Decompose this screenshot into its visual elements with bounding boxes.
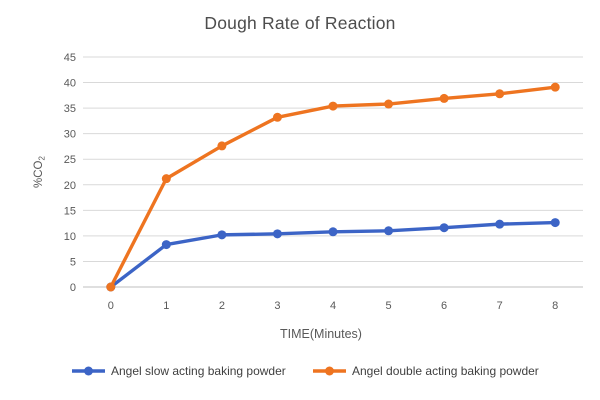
data-point-marker-0-3 xyxy=(272,229,282,239)
y-tick-label: 0 xyxy=(70,282,76,294)
data-point-marker-1-3 xyxy=(272,112,282,122)
data-point-marker-0-4 xyxy=(328,227,338,237)
x-tick-label: 4 xyxy=(330,300,336,312)
legend-item-double-acting: Angel double acting baking powder xyxy=(311,362,539,380)
data-point-marker-1-7 xyxy=(495,89,505,99)
y-tick-label: 40 xyxy=(64,78,76,90)
data-point-marker-0-8 xyxy=(550,218,560,228)
y-tick-label: 30 xyxy=(64,129,76,141)
x-tick-label: 1 xyxy=(163,300,169,312)
y-tick-label: 10 xyxy=(64,231,76,243)
y-tick-label: 45 xyxy=(64,52,76,64)
y-tick-label: 20 xyxy=(64,180,76,192)
data-point-marker-0-7 xyxy=(495,219,505,229)
y-tick-label: 35 xyxy=(64,103,76,115)
x-tick-label: 7 xyxy=(497,300,503,312)
legend-line-marker-icon xyxy=(72,366,105,376)
y-tick-label: 15 xyxy=(64,205,76,217)
data-point-marker-0-6 xyxy=(439,223,449,233)
y-axis-title: %CO2 xyxy=(33,155,47,187)
legend-line-marker-icon xyxy=(313,366,346,376)
legend-label-slow-acting: Angel slow acting baking powder xyxy=(111,364,286,378)
x-tick-label: 6 xyxy=(441,300,447,312)
x-tick-label: 8 xyxy=(552,300,558,312)
data-point-marker-0-1 xyxy=(161,240,171,250)
legend-label-double-acting: Angel double acting baking powder xyxy=(352,364,539,378)
chart-legend: Angel slow acting baking powder Angel do… xyxy=(0,362,600,382)
legend-item-slow-acting: Angel slow acting baking powder xyxy=(70,362,286,380)
data-point-marker-0-5 xyxy=(384,226,394,236)
x-tick-label: 5 xyxy=(385,300,391,312)
x-tick-label: 0 xyxy=(108,300,114,312)
x-axis-title: TIME(Minutes) xyxy=(280,327,362,341)
y-tick-label: 5 xyxy=(70,256,76,268)
data-point-marker-0-2 xyxy=(217,230,227,240)
data-point-marker-1-6 xyxy=(439,93,449,103)
x-tick-label: 2 xyxy=(219,300,225,312)
x-tick-label: 3 xyxy=(274,300,280,312)
chart-title: Dough Rate of Reaction xyxy=(204,13,396,33)
y-tick-label: 25 xyxy=(64,154,76,166)
data-point-marker-1-8 xyxy=(550,82,560,92)
data-point-marker-1-4 xyxy=(328,101,338,111)
data-point-marker-1-0 xyxy=(106,282,116,292)
data-point-marker-1-5 xyxy=(384,99,394,109)
data-point-marker-1-1 xyxy=(161,174,171,184)
series-line-1 xyxy=(109,85,557,289)
data-point-marker-1-2 xyxy=(217,141,227,151)
